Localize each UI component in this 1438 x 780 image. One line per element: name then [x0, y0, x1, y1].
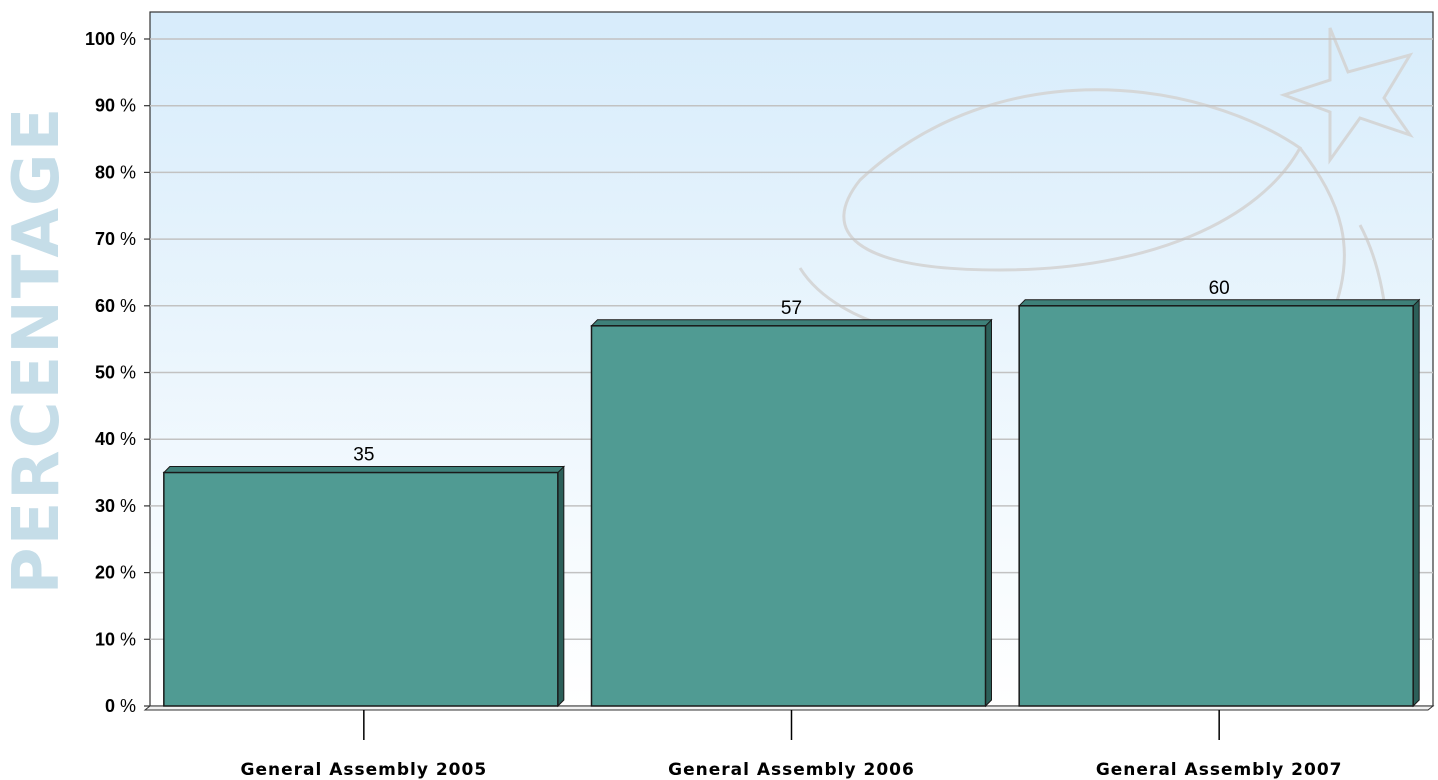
y-tick-label: 80 %: [95, 162, 136, 182]
watermark-logo: [798, 27, 1414, 521]
bar: [590, 325, 987, 707]
y-tick-label: 30 %: [95, 496, 136, 516]
y-tick-label: 70 %: [95, 229, 136, 249]
bar-side: [985, 318, 992, 708]
y-tick-label: 40 %: [95, 429, 136, 449]
bar: [1018, 305, 1414, 707]
x-tick-label: General Assembly 2005: [240, 760, 487, 780]
y-tick-label: 0 %: [105, 696, 136, 716]
data-label: 35: [353, 445, 374, 466]
y-tick-label: 100 %: [85, 29, 136, 49]
y-tick-label: 50 %: [95, 363, 136, 383]
data-label: 57: [781, 298, 802, 319]
y-tick-label: 10 %: [95, 629, 136, 649]
y-axis-title: PERCENTAGE: [0, 106, 74, 595]
bar-top: [162, 466, 566, 474]
y-tick-label: 20 %: [95, 563, 136, 583]
bar-top: [590, 319, 993, 327]
y-tick-label: 60 %: [95, 296, 136, 316]
bars: 35 57 60: [162, 278, 1421, 708]
x-axis-ticks: General Assembly 2005 General Assembly 20…: [240, 710, 1342, 780]
x-tick-label: General Assembly 2006: [668, 760, 915, 780]
y-axis-ticks: 0 % 10 % 20 % 30 % 40 % 50 % 60 % 70 % 80 % 90 % 1…: [85, 29, 150, 716]
bar-side: [1412, 298, 1420, 708]
y-tick-label: 90 %: [95, 96, 136, 116]
bar: [163, 471, 559, 707]
x-tick-label: General Assembly 2007: [1096, 760, 1343, 780]
bar-top: [1017, 299, 1421, 307]
x-axis-floor: [143, 705, 1435, 711]
data-label: 60: [1209, 278, 1230, 299]
bar-side: [557, 465, 565, 708]
